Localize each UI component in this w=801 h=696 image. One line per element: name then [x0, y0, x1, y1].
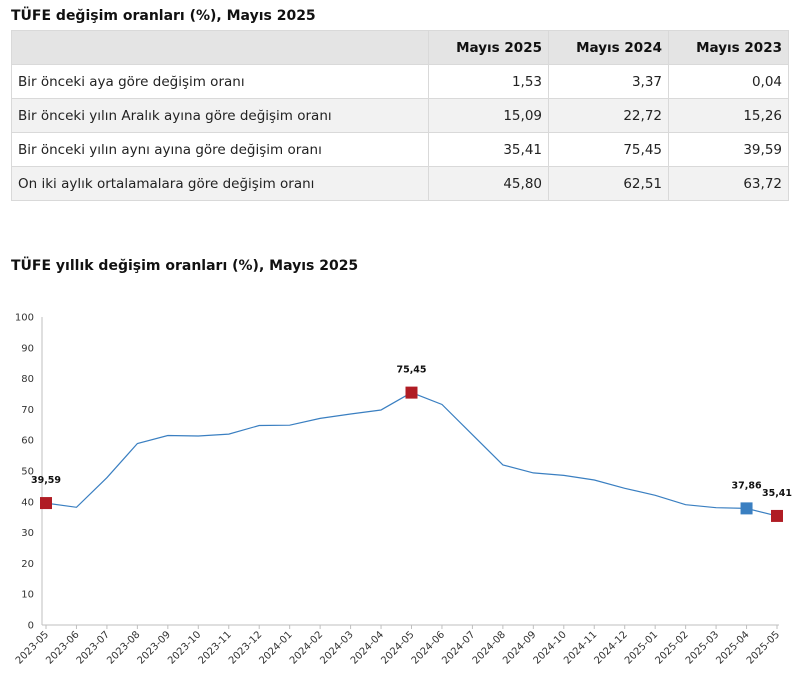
- y-tick-label: 50: [21, 467, 34, 478]
- data-label: 39,59: [31, 475, 61, 486]
- table-cell: 3,37: [548, 64, 669, 99]
- y-tick-label: 70: [21, 405, 34, 416]
- x-tick-label: 2025-05: [745, 629, 782, 666]
- table-cell: 15,09: [428, 98, 549, 133]
- table-cell: 15,26: [668, 98, 789, 133]
- table-cell: 45,80: [428, 166, 549, 201]
- row-label: Bir önceki yılın aynı ayına göre değişim…: [11, 132, 429, 167]
- table-cell: 62,51: [548, 166, 669, 201]
- data-point-marker: [740, 502, 753, 515]
- cpi-table: Mayıs 2025 Mayıs 2024 Mayıs 2023 Bir önc…: [11, 30, 789, 201]
- table-cell: 35,41: [428, 132, 549, 167]
- y-tick-label: 90: [21, 343, 34, 354]
- header-cell-empty: [11, 30, 429, 65]
- data-label: 37,86: [732, 480, 762, 491]
- table-cell: 1,53: [428, 64, 549, 99]
- y-tick-label: 60: [21, 436, 34, 447]
- header-cell-may-2025: Mayıs 2025: [428, 30, 549, 65]
- table-row: Bir önceki yılın Aralık ayına göre değiş…: [11, 98, 789, 133]
- table-row: Bir önceki yılın aynı ayına göre değişim…: [11, 132, 789, 167]
- row-label: Bir önceki aya göre değişim oranı: [11, 64, 429, 99]
- y-tick-label: 20: [21, 559, 34, 570]
- data-point-marker: [771, 509, 783, 522]
- series-line-layer: [45, 391, 778, 517]
- data-label: 75,45: [396, 365, 426, 376]
- series-line: [45, 391, 778, 517]
- row-label: On iki aylık ortalamalara göre değişim o…: [11, 166, 429, 201]
- y-tick-label: 0: [28, 621, 34, 632]
- chart-title: TÜFE yıllık değişim oranları (%), Mayıs …: [11, 258, 359, 274]
- table-cell: 39,59: [668, 132, 789, 167]
- header-cell-may-2023: Mayıs 2023: [668, 30, 789, 65]
- table-row: On iki aylık ortalamalara göre değişim o…: [11, 166, 789, 201]
- data-label: 35,41: [762, 488, 792, 499]
- table-cell: 75,45: [548, 132, 669, 167]
- table-row: Bir önceki aya göre değişim oranı 1,53 3…: [11, 64, 789, 99]
- y-tick-label: 10: [21, 590, 34, 601]
- table-cell: 0,04: [668, 64, 789, 99]
- y-tick-label: 40: [21, 497, 34, 508]
- line-chart: 01020304050607080901002023-052023-062023…: [14, 313, 792, 667]
- table-cell: 63,72: [668, 166, 789, 201]
- y-tick-label: 30: [21, 528, 34, 539]
- data-point-marker: [40, 497, 52, 510]
- header-cell-may-2024: Mayıs 2024: [548, 30, 669, 65]
- data-point-marker: [405, 386, 418, 399]
- table-title: TÜFE değişim oranları (%), Mayıs 2025: [11, 8, 316, 24]
- row-label: Bir önceki yılın Aralık ayına göre değiş…: [11, 98, 429, 133]
- table-header-row: Mayıs 2025 Mayıs 2024 Mayıs 2023: [11, 30, 789, 65]
- table-cell: 22,72: [548, 98, 669, 133]
- y-tick-label: 100: [15, 313, 34, 324]
- y-tick-label: 80: [21, 374, 34, 385]
